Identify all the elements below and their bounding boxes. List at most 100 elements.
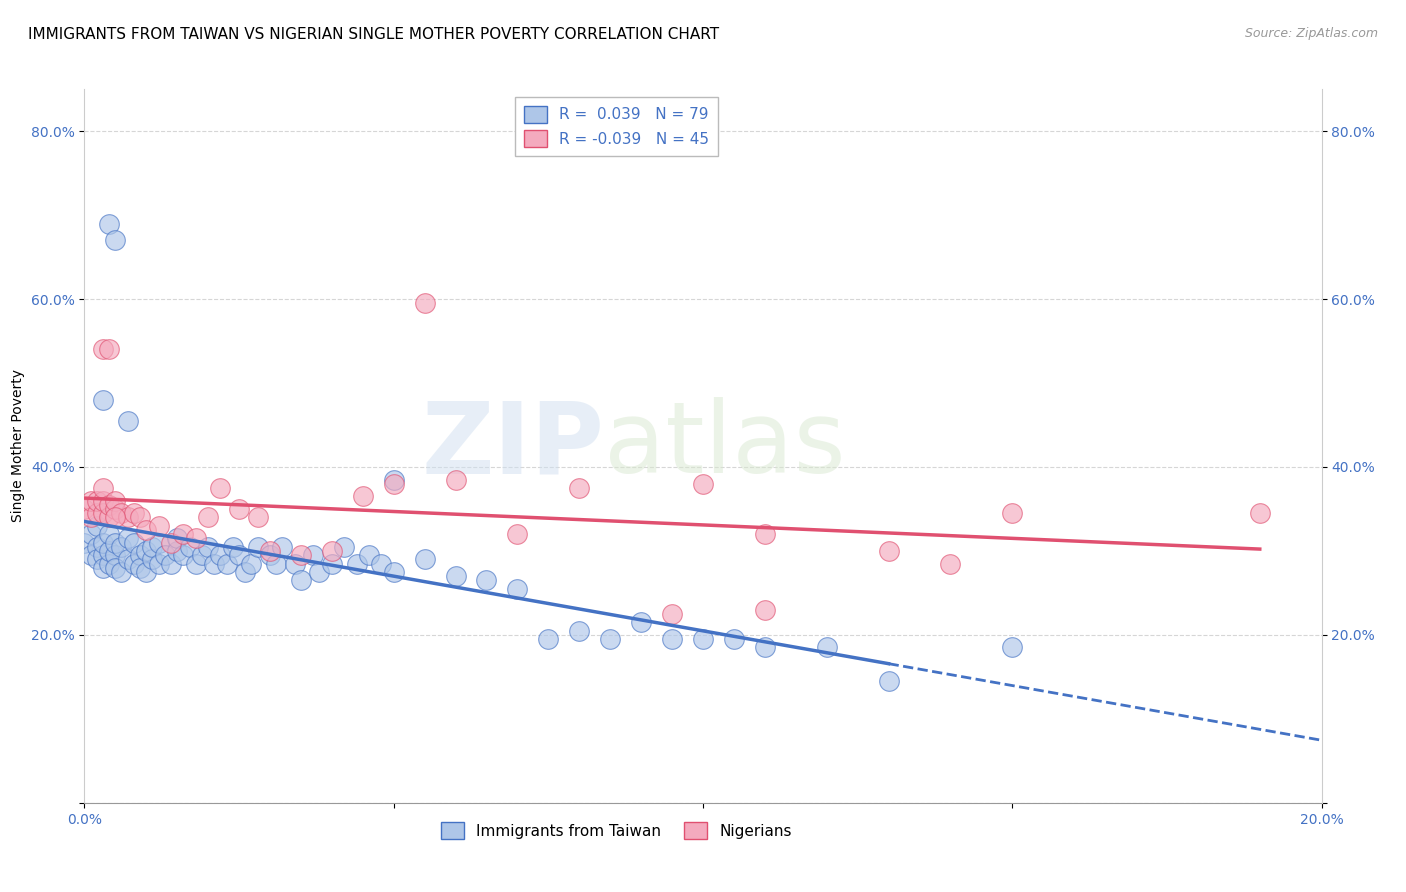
- Point: [148, 518, 170, 533]
- Point: [160, 557, 183, 571]
- Point: [104, 502, 127, 516]
- Point: [91, 535, 114, 549]
- Point: [308, 565, 330, 579]
- Point: [141, 552, 163, 566]
- Point: [661, 632, 683, 646]
- Point: [122, 535, 145, 549]
- Point: [228, 502, 250, 516]
- Point: [104, 493, 127, 508]
- Point: [661, 607, 683, 621]
- Point: [259, 544, 281, 558]
- Point: [104, 560, 127, 574]
- Point: [79, 548, 101, 562]
- Point: [692, 476, 714, 491]
- Point: [290, 574, 312, 588]
- Point: [86, 493, 108, 508]
- Point: [413, 296, 436, 310]
- Point: [1249, 506, 1271, 520]
- Point: [209, 481, 232, 495]
- Text: ZIP: ZIP: [422, 398, 605, 494]
- Point: [148, 535, 170, 549]
- Point: [86, 506, 108, 520]
- Point: [184, 532, 207, 546]
- Point: [259, 548, 281, 562]
- Point: [91, 493, 114, 508]
- Point: [444, 569, 467, 583]
- Point: [104, 535, 127, 549]
- Point: [444, 473, 467, 487]
- Point: [117, 552, 139, 566]
- Legend: Immigrants from Taiwan, Nigerians: Immigrants from Taiwan, Nigerians: [434, 816, 797, 845]
- Point: [172, 548, 194, 562]
- Point: [302, 548, 325, 562]
- Point: [129, 560, 152, 574]
- Point: [166, 544, 188, 558]
- Point: [104, 510, 127, 524]
- Point: [240, 557, 263, 571]
- Point: [537, 632, 560, 646]
- Point: [91, 548, 114, 562]
- Point: [754, 603, 776, 617]
- Point: [122, 506, 145, 520]
- Point: [179, 540, 201, 554]
- Point: [79, 510, 101, 524]
- Point: [166, 532, 188, 546]
- Point: [209, 548, 232, 562]
- Point: [91, 392, 114, 407]
- Point: [98, 510, 121, 524]
- Point: [129, 548, 152, 562]
- Point: [110, 540, 132, 554]
- Point: [754, 640, 776, 655]
- Point: [246, 540, 269, 554]
- Point: [122, 557, 145, 571]
- Text: atlas: atlas: [605, 398, 845, 494]
- Point: [568, 481, 591, 495]
- Point: [382, 565, 405, 579]
- Point: [202, 557, 225, 571]
- Point: [475, 574, 498, 588]
- Point: [79, 493, 101, 508]
- Point: [73, 502, 96, 516]
- Point: [939, 557, 962, 571]
- Point: [148, 557, 170, 571]
- Point: [877, 674, 900, 689]
- Point: [568, 624, 591, 638]
- Point: [98, 544, 121, 558]
- Point: [141, 540, 163, 554]
- Point: [91, 506, 114, 520]
- Point: [172, 527, 194, 541]
- Point: [1001, 506, 1024, 520]
- Point: [290, 548, 312, 562]
- Point: [191, 548, 214, 562]
- Point: [117, 510, 139, 524]
- Point: [215, 557, 238, 571]
- Point: [91, 560, 114, 574]
- Point: [98, 498, 121, 512]
- Point: [370, 557, 392, 571]
- Point: [110, 565, 132, 579]
- Point: [98, 527, 121, 541]
- Point: [382, 476, 405, 491]
- Point: [98, 217, 121, 231]
- Point: [284, 557, 307, 571]
- Point: [815, 640, 838, 655]
- Point: [153, 548, 176, 562]
- Point: [86, 518, 108, 533]
- Point: [135, 565, 157, 579]
- Point: [506, 527, 529, 541]
- Point: [413, 552, 436, 566]
- Point: [352, 489, 374, 503]
- Point: [86, 552, 108, 566]
- Point: [91, 481, 114, 495]
- Point: [233, 565, 256, 579]
- Point: [877, 544, 900, 558]
- Point: [184, 557, 207, 571]
- Point: [98, 557, 121, 571]
- Point: [630, 615, 652, 630]
- Point: [98, 343, 121, 357]
- Point: [264, 557, 287, 571]
- Point: [222, 540, 245, 554]
- Point: [91, 343, 114, 357]
- Point: [246, 510, 269, 524]
- Point: [346, 557, 368, 571]
